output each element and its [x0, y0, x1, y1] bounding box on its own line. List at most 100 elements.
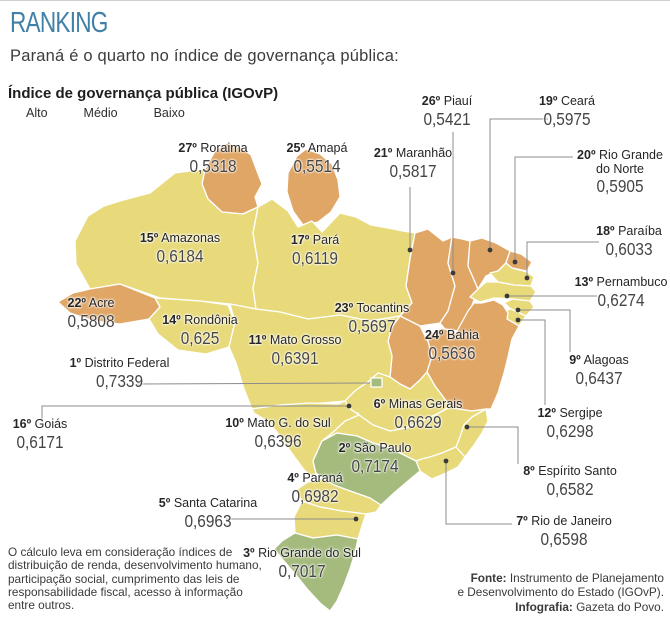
state-label-pernambuco: 13º Pernambuco 0,6274	[571, 275, 670, 310]
state-value: 0,6391	[271, 347, 319, 368]
state-name: Mato G. do Sul	[247, 416, 331, 430]
state-rank: 8º	[523, 464, 535, 478]
state-name: Paraná	[302, 471, 343, 485]
state-label-parana: 4º Paraná 0,6982	[275, 471, 355, 506]
state-rank: 24º	[425, 328, 444, 342]
state-label-rondonia: 14º Rondônia 0,625	[150, 313, 250, 348]
source-credit: Fonte: Instrumento de Planejamento e Des…	[457, 571, 664, 614]
state-value: 0,6598	[540, 528, 588, 549]
footnote: O cálculo leva em consideração índices d…	[8, 545, 262, 613]
state-rank: 12º	[537, 406, 556, 420]
state-name: Sergipe	[559, 406, 603, 420]
state-name: Espírito Santo	[538, 464, 617, 478]
state-rank: 11º	[248, 333, 267, 347]
state-label-rgnorte: 20º Rio Grande do Norte 0,5905	[572, 148, 668, 196]
state-label-paraiba: 18º Paraíba 0,6033	[584, 224, 670, 258]
state-value: 0,7339	[95, 370, 144, 391]
state-rank: 21º	[373, 146, 393, 160]
state-name: Distrito Federal	[84, 356, 170, 370]
state-label-sergipe: 12º Sergipe 0,6298	[530, 406, 610, 441]
state-name: Amapá	[307, 141, 348, 155]
state-label-msul: 10º Mato G. do Sul 0,6396	[222, 416, 334, 450]
state-value: 0,6298	[546, 420, 594, 441]
state-rank: 15º	[139, 231, 159, 245]
state-value: 0,6963	[184, 510, 232, 531]
leader-dot-sergipe	[515, 317, 521, 323]
state-label-espsanto: 8º Espírito Santo 0,6582	[511, 464, 629, 499]
leader-dot-rio	[443, 458, 449, 464]
leader-line-rgnorte	[514, 156, 573, 262]
state-rank: 7º	[516, 514, 528, 528]
state-value: 0,6582	[546, 478, 594, 499]
state-name: Acre	[88, 296, 115, 310]
state-name: Minas Gerais	[388, 397, 463, 411]
state-name: Rondônia	[184, 313, 238, 327]
source-infografia-label: Infografia:	[515, 599, 573, 614]
state-value: 0,6437	[575, 367, 623, 388]
leader-line-rio	[445, 461, 512, 525]
page-title: RANKING	[10, 7, 108, 39]
leader-line-espsanto	[467, 426, 519, 464]
state-rank: 20º	[577, 148, 596, 162]
state-label-piaui: 26º Piauí 0,5421	[407, 94, 487, 128]
state-rank: 10º	[225, 416, 244, 430]
state-name: Bahia	[446, 328, 479, 342]
state-value: 0,5697	[348, 315, 396, 336]
state-rank: 16º	[12, 417, 32, 431]
leader-dot-pernambuco	[504, 293, 510, 299]
state-value: 0,5514	[293, 155, 341, 176]
state-rank: 4º	[287, 471, 299, 485]
legend-item-alto: Alto	[8, 106, 48, 120]
state-value: 0,6982	[291, 485, 339, 506]
state-value: 0,5808	[67, 310, 115, 331]
state-shape-acre	[57, 283, 161, 325]
state-rank: 22º	[67, 296, 86, 310]
state-rank: 17º	[290, 233, 310, 247]
state-rank: 14º	[162, 313, 181, 327]
state-shape-rio	[415, 446, 466, 480]
state-name: Amazonas	[161, 231, 221, 245]
state-rank: 6º	[373, 397, 386, 411]
state-name: São Paulo	[353, 441, 412, 455]
legend: Alto Médio Baixo	[8, 106, 185, 120]
state-name: Roraima	[200, 141, 248, 155]
state-name: Pará	[312, 233, 340, 247]
state-name: Tocantins	[356, 301, 410, 315]
state-rank: 5º	[158, 496, 171, 510]
state-rank: 26º	[421, 94, 441, 108]
state-label-df: 1º Distrito Federal 0,7339	[62, 356, 177, 391]
state-name: Paraíba	[618, 224, 662, 238]
state-value: 0,6171	[16, 431, 64, 452]
state-label-roraima: 27º Roraima 0,5318	[168, 141, 258, 175]
state-label-matogrosso: 11º Mato Grosso 0,6391	[245, 333, 345, 368]
state-name: Ceará	[560, 94, 595, 108]
state-rank: 19º	[538, 94, 558, 108]
state-name: Rio Grande do Sul	[258, 546, 361, 560]
state-label-maranhao: 21º Maranhão 0,5817	[363, 146, 463, 180]
state-rank: 23º	[334, 301, 354, 315]
source-fonte-label: Fonte:	[470, 571, 507, 585]
leader-dot-piaui	[450, 270, 456, 276]
state-rank: 27º	[178, 141, 197, 155]
leader-dot-scatarina	[353, 516, 359, 522]
state-label-amazonas: 15º Amazonas 0,6184	[130, 231, 230, 265]
state-label-amapa: 25º Amapá 0,5514	[277, 141, 357, 176]
state-value: 0,5905	[596, 176, 644, 196]
state-value: 0,6274	[597, 289, 645, 310]
leader-dot-ceara	[487, 247, 493, 253]
state-label-ceara: 19º Ceará 0,5975	[527, 94, 607, 128]
leader-line-paraiba	[526, 241, 599, 278]
state-rank: 2º	[338, 441, 351, 455]
legend-item-medio: Médio	[66, 106, 118, 120]
state-value: 0,6119	[292, 247, 338, 268]
state-value: 0,625	[180, 327, 220, 348]
state-label-rgsul: 3º Rio Grande do Sul 0,7017	[238, 546, 366, 580]
state-rank: 9º	[569, 353, 581, 367]
leader-line-ceara	[489, 118, 548, 250]
state-shape-amapa	[286, 148, 341, 226]
state-label-alagoas: 9º Alagoas 0,6437	[559, 353, 639, 388]
leader-line-sergipe	[518, 319, 546, 405]
leader-line-goias	[41, 405, 349, 420]
state-shape-rgsul	[273, 532, 359, 612]
